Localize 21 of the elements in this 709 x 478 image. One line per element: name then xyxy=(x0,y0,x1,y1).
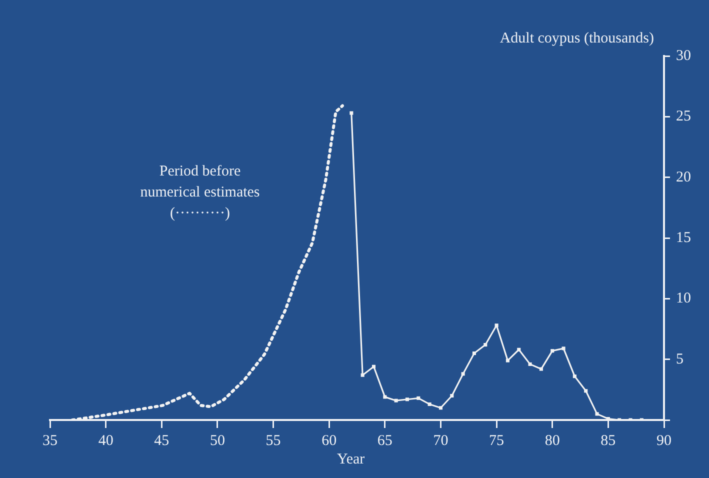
y-axis-title: Adult coypus (thousands) xyxy=(500,30,654,46)
x-tick-label: 90 xyxy=(656,432,672,449)
x-tick-label: 40 xyxy=(98,432,114,449)
x-tick-label: 55 xyxy=(266,432,281,449)
x-tick-label: 85 xyxy=(600,432,616,449)
y-tick-label: 20 xyxy=(676,169,691,186)
x-tick-label: 65 xyxy=(377,432,392,449)
x-tick-label: 45 xyxy=(154,432,170,449)
y-tick-label: 10 xyxy=(676,290,691,307)
x-tick-label: 70 xyxy=(433,432,448,449)
x-tick-label: 35 xyxy=(42,432,58,449)
x-tick-label: 75 xyxy=(489,432,504,449)
y-tick-label: 15 xyxy=(676,230,691,246)
x-axis-title: Year xyxy=(337,451,365,468)
annotation: Period before numerical estimates (··········) xyxy=(140,163,260,222)
x-tick-label: 60 xyxy=(322,432,337,449)
y-tick-label: 30 xyxy=(676,48,691,64)
x-tick-label: 80 xyxy=(544,432,560,449)
y-tick-label: 25 xyxy=(676,108,691,125)
y-tick-label: 5 xyxy=(676,351,684,368)
x-tick-label: 50 xyxy=(210,432,225,449)
